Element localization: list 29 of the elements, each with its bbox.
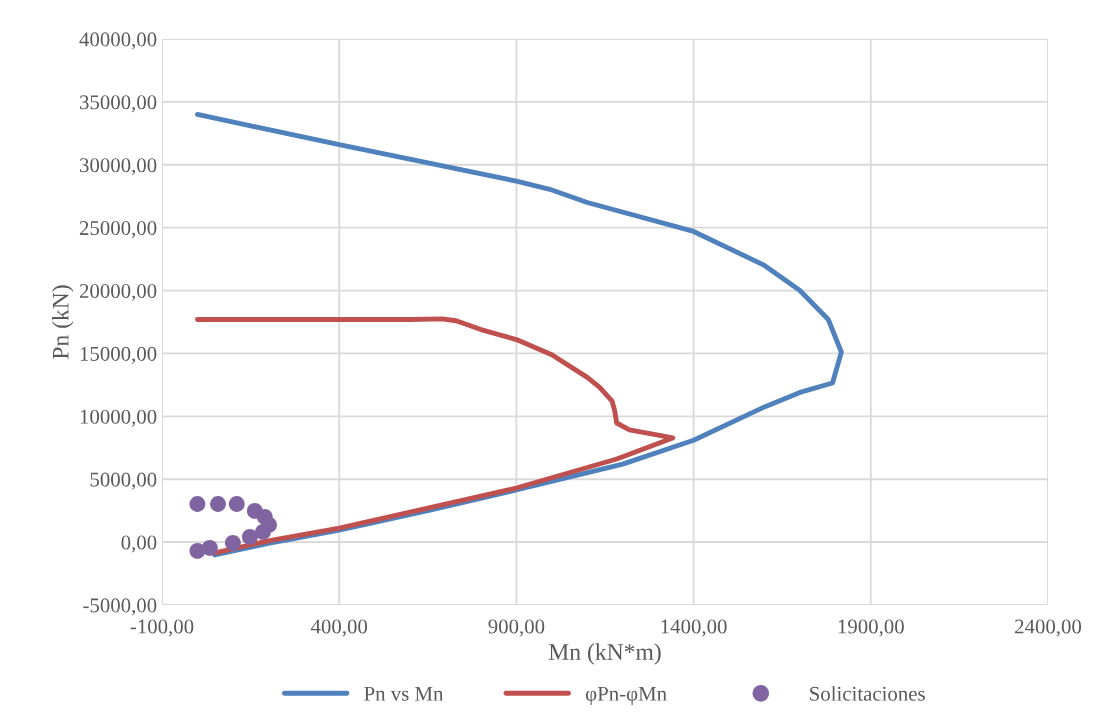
legend-label: Solicitaciones bbox=[810, 686, 925, 701]
point bbox=[255, 524, 271, 540]
y-tick-label: 10000,00 bbox=[80, 409, 157, 427]
x-tick-label: -100,00 bbox=[130, 619, 194, 637]
y-tick-label: 5000,00 bbox=[90, 472, 157, 490]
point bbox=[228, 496, 245, 512]
y-tick-label: 0,00 bbox=[121, 535, 157, 553]
y-tick-label: 35000,00 bbox=[80, 95, 157, 113]
x-tick-label: 1900,00 bbox=[838, 619, 904, 637]
y-tick-label: 30000,00 bbox=[80, 158, 157, 176]
x-tick-label: 400,00 bbox=[310, 619, 368, 637]
point bbox=[210, 496, 226, 512]
y-tick-label: 25000,00 bbox=[79, 221, 157, 239]
y-tick-label: 20000,00 bbox=[79, 283, 157, 301]
y-tick-label: -5000,00 bbox=[83, 598, 157, 616]
line-series bbox=[195, 316, 676, 556]
legend-label: Pn vs Mn bbox=[364, 686, 444, 701]
point bbox=[189, 496, 206, 512]
point bbox=[241, 529, 258, 545]
x-tick-label: 2400,00 bbox=[1015, 619, 1082, 637]
point bbox=[224, 534, 241, 551]
legend-label: φPn-φMn bbox=[585, 686, 667, 706]
x-tick-label: 900,00 bbox=[488, 619, 545, 637]
y-tick-label: 40000,00 bbox=[79, 32, 157, 50]
x-tick-label: 1400,00 bbox=[661, 619, 727, 637]
x-axis-title: Mn (kN*m) bbox=[548, 643, 661, 665]
point bbox=[189, 543, 206, 559]
y-axis-title: Pn (kN) bbox=[52, 285, 74, 360]
y-tick-label: 15000,00 bbox=[80, 346, 157, 364]
